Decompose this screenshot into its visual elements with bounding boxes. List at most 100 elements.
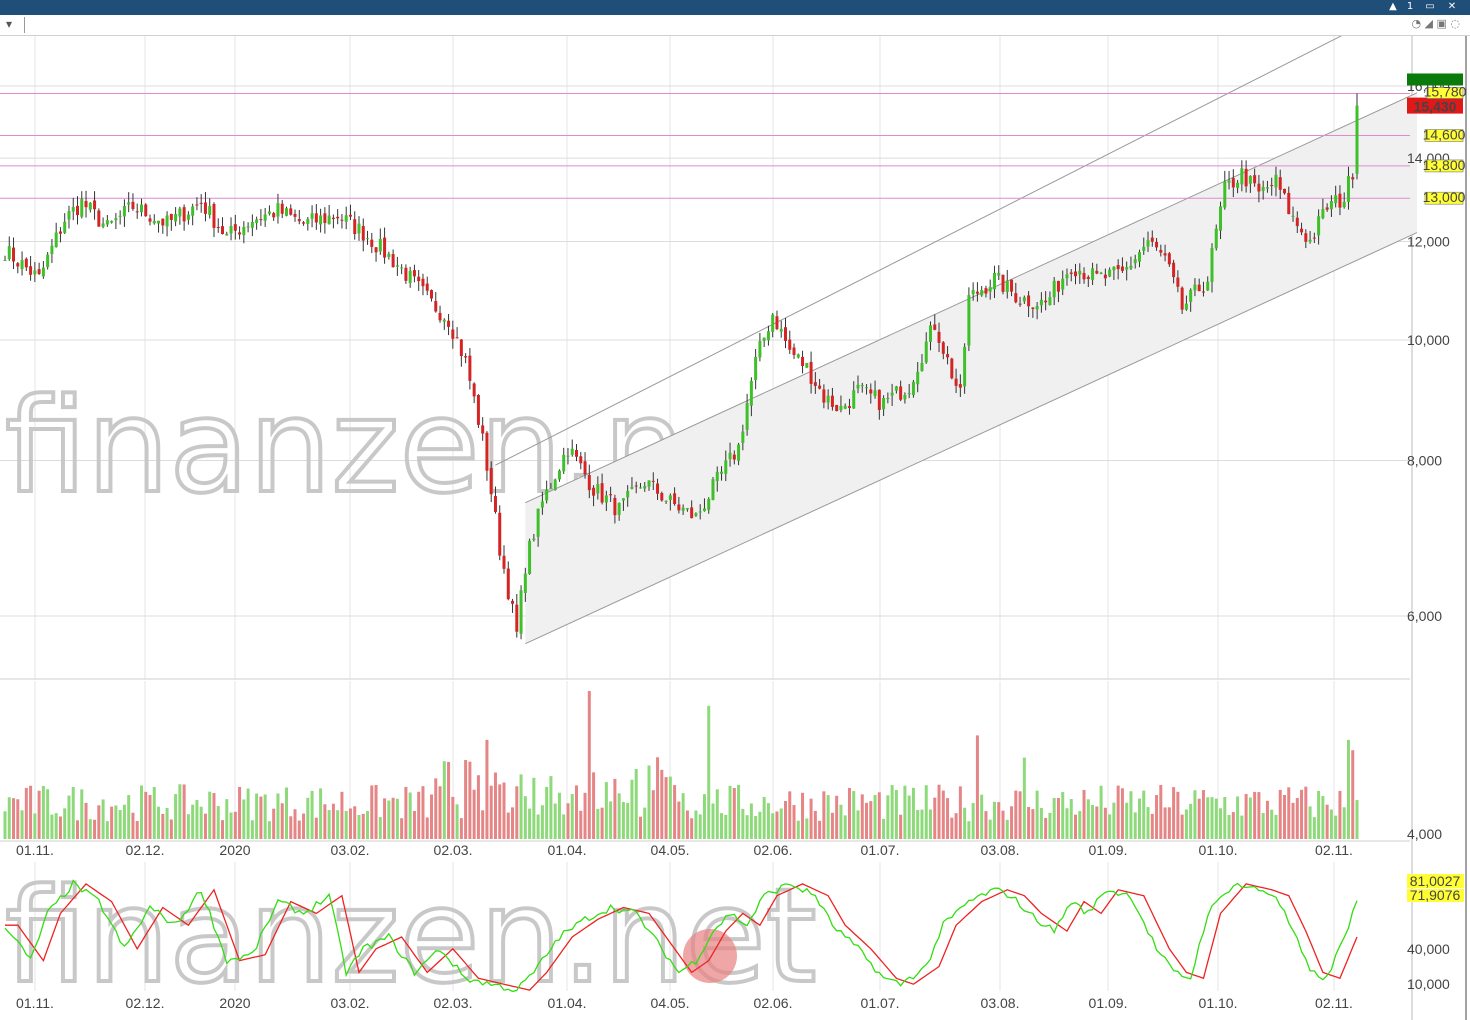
volume-bar xyxy=(1137,798,1141,839)
candle-body xyxy=(963,346,967,387)
volume-bar xyxy=(80,789,84,839)
toolbar-tool-icons[interactable]: ◔ ◢ ▣ ◌ xyxy=(1411,17,1460,30)
x-axis-label: 03.02. xyxy=(331,842,370,858)
candle-body xyxy=(1108,269,1112,277)
candle-body xyxy=(383,237,387,258)
volume-bar xyxy=(1197,798,1201,839)
volume-bar xyxy=(1329,809,1333,839)
volume-bar xyxy=(813,810,817,839)
volume-bar xyxy=(1048,812,1052,839)
channel-mid-line xyxy=(525,92,1418,504)
volume-bar xyxy=(1027,807,1031,839)
volume-bar xyxy=(255,793,259,839)
candle-body xyxy=(741,431,745,443)
volume-bar xyxy=(903,785,907,839)
volume-bar xyxy=(383,798,387,839)
volume-bar xyxy=(263,794,267,839)
volume-bar xyxy=(97,805,101,839)
volume-bar xyxy=(24,787,28,839)
volume-bar xyxy=(182,784,186,839)
candle-body xyxy=(941,342,945,354)
x-axis-label: 02.03. xyxy=(434,995,473,1011)
candle-body xyxy=(1116,265,1120,270)
volume-bar xyxy=(963,807,967,839)
x-axis-label: 2020 xyxy=(219,995,250,1011)
stochastic-axis-label: 10,000 xyxy=(1407,976,1450,992)
candle-body xyxy=(801,356,805,367)
volume-bar xyxy=(178,784,182,839)
candle-body xyxy=(685,508,689,510)
candle-body xyxy=(506,568,510,600)
candle-body xyxy=(442,319,446,322)
candle-body xyxy=(694,513,698,516)
volume-bar xyxy=(715,789,719,839)
volume-bar xyxy=(1325,804,1329,839)
candle-body xyxy=(647,480,651,487)
volume-bar xyxy=(361,813,365,839)
candle-body xyxy=(984,288,988,294)
candle-body xyxy=(890,392,894,396)
candle-body xyxy=(118,215,122,217)
volume-bar xyxy=(468,761,472,839)
volume-bar xyxy=(1074,814,1078,839)
volume-bar xyxy=(1167,807,1171,839)
candle-body xyxy=(289,208,293,215)
volume-bar xyxy=(698,814,702,839)
candle-body xyxy=(630,486,634,489)
candle-body xyxy=(33,270,37,275)
candle-body xyxy=(950,358,954,379)
chart-toolbar: ▾ ◔ ◢ ▣ ◌ xyxy=(0,15,1470,36)
pin-icon[interactable]: ▲ xyxy=(1389,1,1397,12)
candle-body xyxy=(1010,279,1014,292)
candle-body xyxy=(225,233,229,236)
x-axis-label: 02.06. xyxy=(754,995,793,1011)
volume-bar xyxy=(485,739,489,839)
candle-body xyxy=(1206,281,1210,291)
volume-bar xyxy=(975,735,979,839)
candle-body xyxy=(71,207,75,212)
x-axis-label: 01.10. xyxy=(1199,995,1238,1011)
candle-body xyxy=(340,219,344,221)
candle-body xyxy=(493,496,497,512)
volume-bar xyxy=(519,774,523,839)
dropdown-toggle-icon[interactable]: ▾ xyxy=(6,17,13,31)
candle-body xyxy=(877,389,881,410)
volume-bar xyxy=(225,799,229,839)
candle-body xyxy=(498,512,502,556)
candle-body xyxy=(152,221,156,224)
candle-body xyxy=(485,432,489,471)
volume-bar xyxy=(545,786,549,839)
x-axis-label: 04.05. xyxy=(651,842,690,858)
volume-bar xyxy=(1300,789,1304,839)
volume-bar xyxy=(677,801,681,839)
maximize-icon[interactable]: ▭ xyxy=(1425,1,1435,12)
volume-bar xyxy=(852,791,856,839)
candle-body xyxy=(1240,168,1244,185)
volume-bar xyxy=(737,784,741,839)
candle-body xyxy=(182,207,186,222)
candle-body xyxy=(1329,201,1333,210)
volume-bar xyxy=(58,816,62,839)
volume-bar xyxy=(929,809,933,839)
candle-body xyxy=(830,395,834,407)
volume-bar xyxy=(792,805,796,839)
volume-bar xyxy=(566,803,570,839)
candle-body xyxy=(310,213,314,219)
volume-bar xyxy=(105,821,109,839)
volume-bar xyxy=(438,786,442,839)
candle-body xyxy=(63,221,67,233)
candle-body xyxy=(336,216,340,219)
window-number-icon[interactable]: 1 xyxy=(1406,1,1414,12)
candle-body xyxy=(519,590,523,634)
volume-bar xyxy=(1163,807,1167,839)
candle-body xyxy=(408,270,412,284)
candle-body xyxy=(293,213,297,217)
volume-bar xyxy=(1338,790,1342,839)
close-icon[interactable]: ✕ xyxy=(1447,1,1457,12)
volume-bar xyxy=(353,806,357,839)
candle-body xyxy=(135,211,139,213)
volume-bar xyxy=(1018,791,1022,839)
candle-body xyxy=(511,600,515,604)
candle-body xyxy=(638,487,642,489)
